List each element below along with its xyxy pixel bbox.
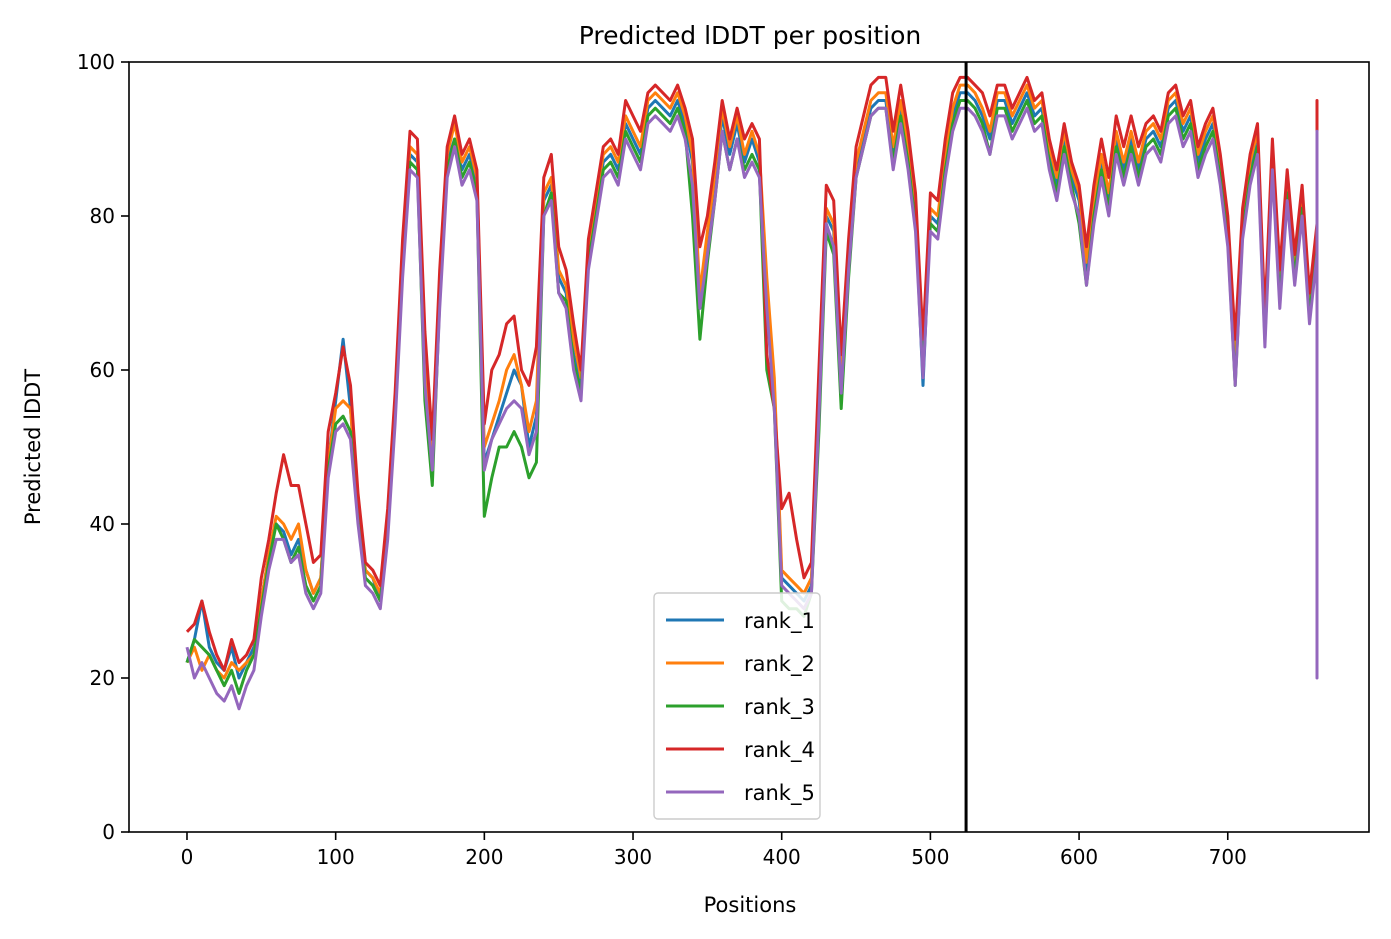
x-axis-label: Positions: [704, 893, 797, 917]
x-tick-label: 700: [1209, 845, 1247, 869]
legend-label: rank_2: [744, 652, 815, 677]
x-tick-label: 500: [911, 845, 949, 869]
legend-label: rank_1: [744, 609, 815, 634]
legend-label: rank_5: [744, 781, 815, 806]
x-tick-label: 100: [317, 845, 355, 869]
x-axis-ticks: 0 100 200 300 400 500 600 700: [181, 832, 1247, 869]
x-tick-label: 600: [1060, 845, 1098, 869]
series-lines: [185, 75, 1319, 711]
legend-entry-rank_3: rank_3: [666, 695, 815, 720]
legend-label: rank_4: [744, 738, 815, 763]
legend-box: [653, 592, 821, 820]
y-tick-label: 100: [77, 50, 115, 74]
y-tick-label: 0: [102, 820, 115, 844]
legend: rank_1 rank_2 rank_3 rank_4 rank_5: [653, 592, 821, 820]
y-tick-label: 60: [90, 358, 115, 382]
legend-entry-rank_5: rank_5: [666, 781, 815, 806]
x-tick-label: 0: [181, 845, 194, 869]
series-line-rank_1: [185, 91, 1319, 680]
legend-label: rank_3: [744, 695, 815, 720]
y-axis-ticks: 0 20 40 60 80 100: [77, 50, 129, 844]
series-line-rank_4: [185, 75, 1319, 672]
y-tick-label: 20: [90, 666, 115, 690]
x-tick-label: 300: [614, 845, 652, 869]
legend-entry-rank_4: rank_4: [666, 738, 815, 763]
y-tick-label: 80: [90, 204, 115, 228]
y-tick-label: 40: [90, 512, 115, 536]
legend-entries: rank_1 rank_2 rank_3 rank_4 rank_5: [666, 609, 815, 806]
legend-entry-rank_2: rank_2: [666, 652, 815, 677]
x-tick-label: 400: [763, 845, 801, 869]
y-axis-label: Predicted lDDT: [21, 369, 45, 525]
series-line-rank_5: [185, 106, 1319, 711]
legend-entry-rank_1: rank_1: [666, 609, 815, 634]
plot-frame: [128, 61, 1370, 833]
x-tick-label: 200: [465, 845, 503, 869]
series-line-rank_2: [185, 83, 1319, 680]
chart-title: Predicted lDDT per position: [579, 21, 921, 50]
